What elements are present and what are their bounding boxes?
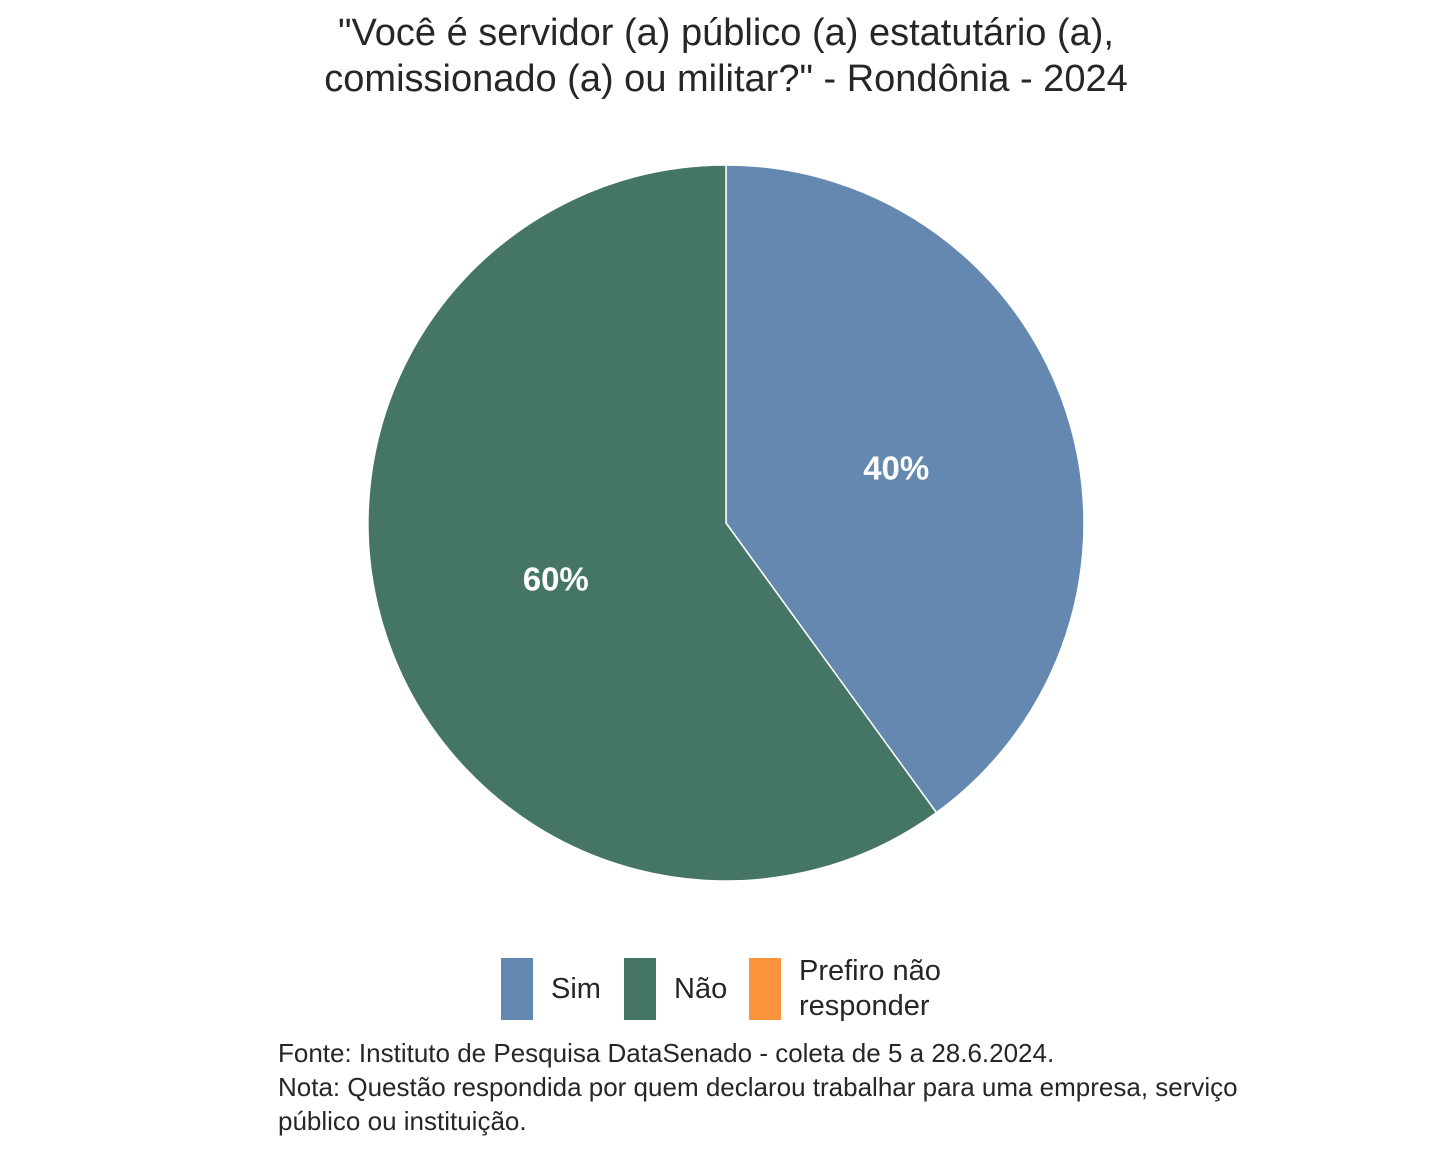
legend-swatch-nao bbox=[624, 958, 656, 1020]
pie-slice-sim bbox=[725, 164, 1085, 814]
legend-label-sim: Sim bbox=[551, 972, 601, 1005]
legend-label-prefiro-line-2: responder bbox=[799, 990, 930, 1022]
legend-swatch-prefiro bbox=[749, 958, 781, 1020]
caption-note-line-1: Nota: Questão respondida por quem declar… bbox=[278, 1072, 1238, 1102]
legend-label-prefiro: Prefiro não responder bbox=[799, 954, 941, 1024]
legend-label-nao: Não bbox=[674, 972, 728, 1005]
pie-label-n-o: 60% bbox=[523, 560, 589, 597]
chart-title-line-2: comissionado (a) ou militar?" - Rondônia… bbox=[324, 58, 1128, 100]
chart-caption: Fonte: Instituto de Pesquisa DataSenado … bbox=[278, 1036, 1238, 1138]
legend-label-prefiro-line-1: Prefiro não bbox=[799, 955, 941, 987]
pie-chart: 40% 60% bbox=[367, 164, 1085, 882]
chart-title: "Você é servidor (a) público (a) estatut… bbox=[0, 10, 1440, 102]
legend-item-nao: Não bbox=[624, 958, 727, 1020]
pie-slice-n-o bbox=[367, 164, 938, 882]
legend-swatch-sim bbox=[501, 958, 533, 1020]
legend-item-prefiro: Prefiro não responder bbox=[749, 955, 941, 1022]
pie-label-sim: 40% bbox=[863, 450, 929, 487]
caption-note-line-2: público ou instituição. bbox=[278, 1106, 527, 1136]
legend-item-sim: Sim bbox=[501, 958, 601, 1020]
caption-source: Fonte: Instituto de Pesquisa DataSenado … bbox=[278, 1038, 1055, 1068]
chart-title-line-1: "Você é servidor (a) público (a) estatut… bbox=[338, 12, 1114, 54]
